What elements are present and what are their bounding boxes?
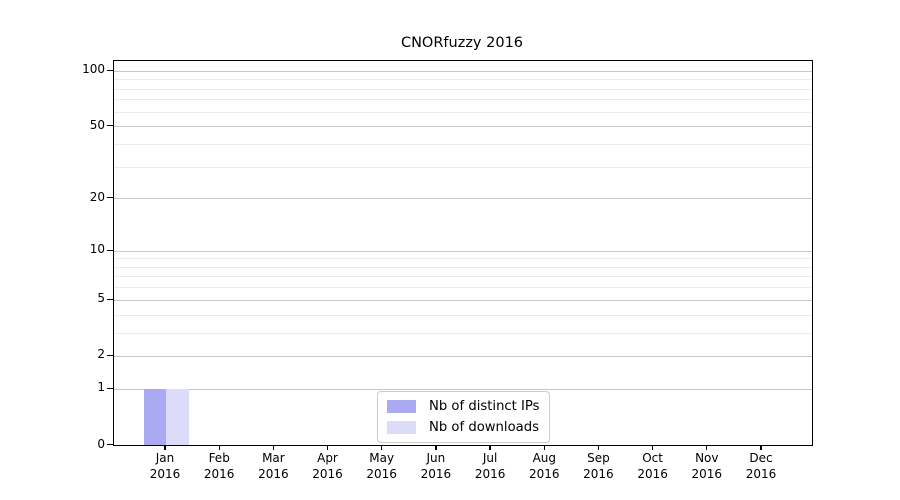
grid-major-line (114, 299, 812, 301)
x-tick-year: 2016 (420, 466, 452, 481)
x-tick-year: 2016 (691, 466, 723, 481)
y-axis-tick-label: 1 (97, 380, 105, 395)
x-tick-mark (652, 445, 654, 451)
y-tick-mark (107, 69, 113, 72)
grid-major-line (114, 70, 812, 72)
x-tick-month: Feb (208, 451, 230, 465)
x-tick-month: May (369, 451, 395, 465)
legend-label: Nb of distinct IPs (429, 399, 540, 414)
x-tick-year: 2016 (637, 466, 668, 481)
y-axis-tick-label: 100 (82, 62, 105, 77)
grid-minor-line (114, 276, 812, 278)
x-tick-year: 2016 (203, 466, 235, 481)
x-tick-mark (597, 445, 600, 451)
x-axis-tick-label: Sep 2016 (563, 451, 633, 482)
y-axis-tick-label: 5 (97, 291, 105, 306)
y-tick-mark (107, 444, 113, 446)
legend: Nb of distinct IPs Nb of downloads (377, 391, 550, 443)
x-axis-tick-label: Nov 2016 (672, 451, 742, 482)
x-axis-tick-label: Jul 2016 (455, 451, 525, 482)
grid-minor-line (114, 79, 812, 81)
x-axis-tick-label: Oct 2016 (618, 451, 688, 482)
x-tick-mark (164, 445, 166, 451)
x-tick-month: Mar (262, 451, 285, 465)
y-tick-mark (107, 298, 113, 300)
x-tick-month: Oct (642, 451, 663, 465)
y-axis-tick-label: 0 (97, 436, 105, 451)
x-axis-tick-label: Dec 2016 (726, 451, 796, 482)
y-axis-tick-label: 50 (89, 117, 105, 132)
bar-distinct-ips (143, 388, 166, 445)
x-tick-year: 2016 (258, 466, 289, 481)
grid-minor-line (114, 166, 812, 168)
grid-major-line (114, 250, 812, 252)
x-tick-month: Apr (317, 451, 338, 465)
x-tick-mark (435, 445, 437, 451)
x-tick-month: Dec (749, 451, 773, 465)
x-tick-month: Jun (426, 451, 446, 465)
x-axis-tick-label: Jun 2016 (401, 451, 471, 482)
x-tick-month: Jul (482, 451, 498, 465)
x-tick-year: 2016 (149, 466, 181, 481)
grid-major-line (114, 198, 812, 200)
x-axis-tick-label: Feb 2016 (184, 451, 254, 482)
x-tick-mark (218, 445, 220, 451)
legend-swatch (387, 400, 416, 413)
x-axis-tick-label: Aug 2016 (509, 451, 579, 482)
x-axis-tick-label: Jan 2016 (130, 451, 200, 482)
y-tick-mark (107, 249, 113, 251)
x-tick-mark (706, 445, 708, 451)
grid-major-line (114, 126, 812, 128)
y-tick-mark (107, 197, 113, 199)
grid-minor-line (114, 287, 812, 289)
x-tick-month: Aug (532, 451, 557, 465)
x-axis-tick-label: Apr 2016 (293, 451, 363, 482)
legend-item: Nb of distinct IPs (387, 398, 540, 415)
y-axis-tick-label: 10 (89, 242, 105, 257)
legend-swatch (387, 421, 416, 434)
x-tick-year: 2016 (366, 466, 397, 481)
chart-title: CNORfuzzy 2016 (400, 35, 524, 51)
x-tick-month: Nov (695, 451, 719, 465)
x-axis-tick-label: May 2016 (347, 451, 417, 482)
x-tick-year: 2016 (529, 466, 560, 481)
x-axis-tick-label: Mar 2016 (238, 451, 308, 482)
x-tick-year: 2016 (583, 466, 614, 481)
grid-major-line (114, 355, 812, 357)
grid-minor-line (114, 266, 812, 268)
y-tick-mark (107, 125, 113, 127)
x-tick-mark (272, 445, 274, 451)
bar-downloads (166, 388, 189, 445)
grid-major-line (114, 388, 812, 390)
grid-minor-line (114, 258, 812, 260)
grid-minor-line (114, 111, 812, 113)
x-tick-year: 2016 (474, 466, 506, 481)
grid-minor-line (114, 99, 812, 101)
legend-label: Nb of downloads (429, 420, 539, 435)
grid-minor-line (114, 314, 812, 316)
x-tick-year: 2016 (745, 466, 777, 481)
y-axis-tick-label: 20 (89, 189, 105, 204)
x-tick-month: Jan (155, 451, 175, 465)
x-tick-month: Sep (587, 451, 610, 465)
grid-minor-line (114, 143, 812, 145)
x-tick-mark (326, 445, 329, 451)
legend-item: Nb of downloads (387, 419, 540, 436)
x-tick-mark (543, 445, 545, 451)
x-tick-mark (381, 445, 383, 451)
plot-area (113, 60, 813, 446)
y-tick-mark (107, 387, 113, 390)
x-tick-mark (489, 445, 491, 451)
grid-minor-line (114, 332, 812, 334)
y-axis-tick-label: 2 (97, 347, 105, 362)
y-tick-mark (107, 354, 113, 357)
grid-minor-line (114, 88, 812, 90)
x-tick-mark (760, 445, 762, 451)
x-tick-year: 2016 (312, 466, 343, 481)
